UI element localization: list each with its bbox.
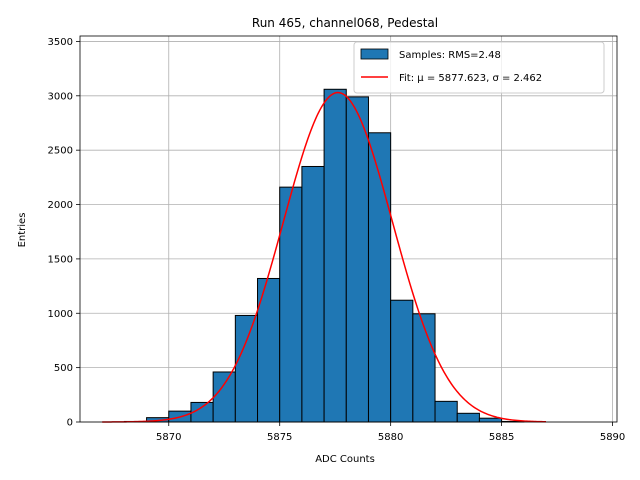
x-axis-ticks: 5870 5875 5880 5885 5890 (156, 422, 625, 443)
x-tick-label: 5875 (267, 432, 292, 443)
y-tick-label: 0 (67, 418, 73, 429)
histogram-bar (478, 417, 503, 423)
y-tick-label: 2500 (48, 146, 73, 157)
y-tick-label: 500 (54, 363, 73, 374)
x-tick-label: 5885 (489, 432, 514, 443)
legend-samples-label: Samples: RMS=2.48 (399, 50, 501, 61)
fit-curve (102, 91, 547, 423)
x-axis-label: ADC Counts (315, 454, 375, 465)
y-axis-ticks: 0 500 1000 1500 2000 2500 3000 3500 (48, 37, 80, 429)
y-tick-label: 2000 (48, 200, 73, 211)
histogram-bar (323, 88, 347, 423)
histogram-bar (345, 96, 369, 423)
histogram-bar (212, 371, 236, 423)
legend-samples-swatch (360, 48, 389, 60)
y-tick-label: 1500 (48, 254, 73, 265)
histogram-bars (123, 88, 525, 423)
legend-fit-label: Fit: μ = 5877.623, σ = 2.462 (399, 73, 542, 84)
chart-title: Run 465, channel068, Pedestal (252, 16, 438, 30)
legend-box (353, 41, 605, 94)
x-tick-label: 5870 (156, 432, 181, 443)
histogram-bar (234, 314, 259, 423)
y-tick-label: 3000 (48, 91, 73, 102)
histogram-bar (390, 299, 414, 423)
histogram-bar (456, 412, 480, 423)
plot-frame (79, 35, 618, 423)
histogram-bar (434, 400, 458, 423)
x-tick-label: 5880 (378, 432, 403, 443)
histogram-bar (301, 165, 325, 423)
y-axis-label: Entries (17, 213, 28, 248)
y-tick-label: 3500 (48, 37, 73, 48)
legend: Samples: RMS=2.48 Fit: μ = 5877.623, σ =… (353, 41, 605, 94)
x-tick-label: 5890 (600, 432, 625, 443)
histogram-bar (412, 313, 436, 423)
y-tick-label: 1000 (48, 309, 73, 320)
